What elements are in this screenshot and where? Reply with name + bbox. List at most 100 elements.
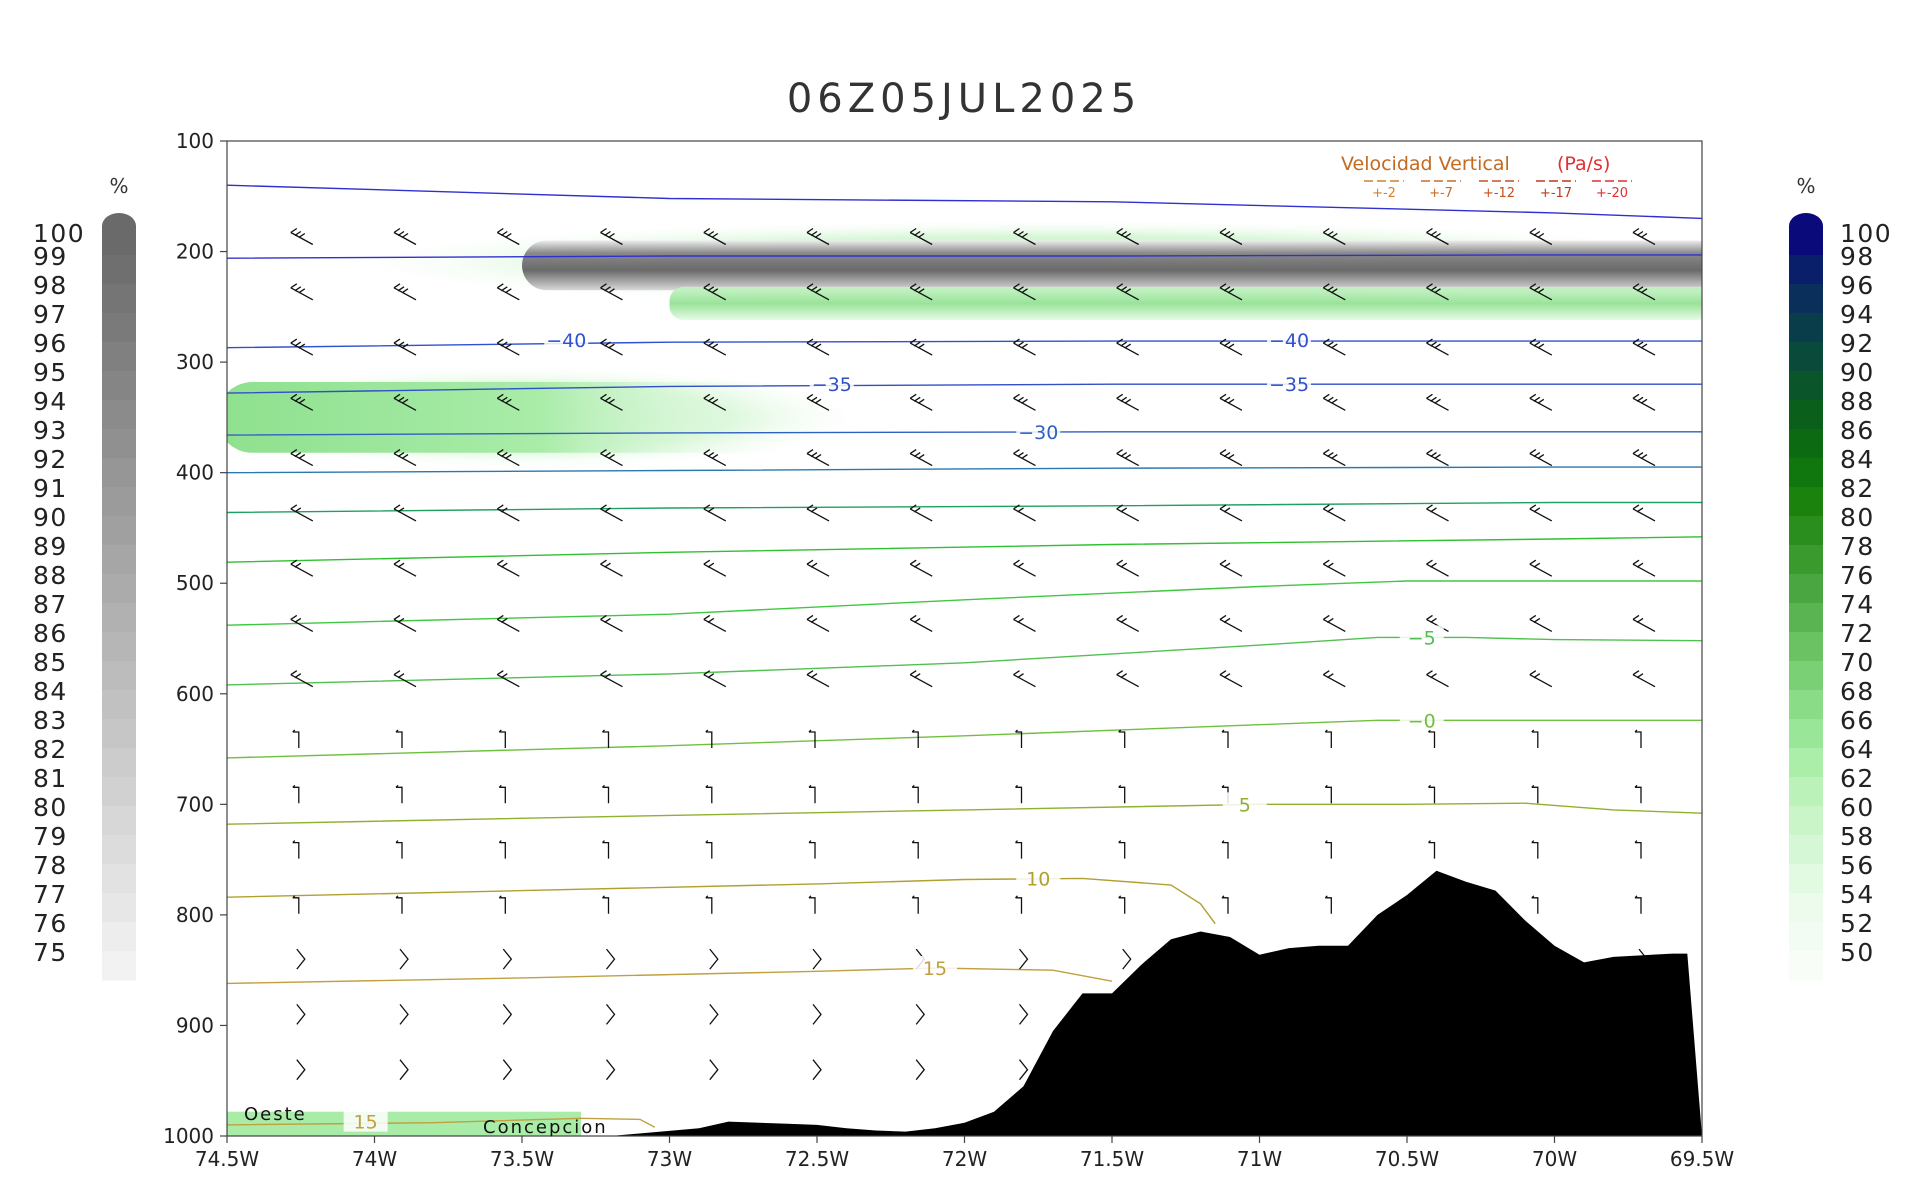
wind-barb: [1426, 227, 1449, 246]
wind-barb: [1632, 393, 1656, 411]
wind-barb-shape: [1632, 504, 1656, 522]
wind-barb: [600, 449, 623, 467]
colorbar-label: 90: [33, 503, 68, 532]
colorbar-cell: [102, 661, 136, 691]
wind-barb: [1426, 670, 1449, 688]
wind-barb-shape: [290, 504, 314, 522]
wind-barb-shape: [1219, 393, 1243, 411]
colorbar-label: 78: [33, 851, 68, 880]
wind-barb-shape: [395, 784, 403, 804]
wind-barb-shape: [496, 614, 520, 632]
annotation-oeste: Oeste: [244, 1104, 307, 1125]
wind-barb-shape: [1426, 227, 1449, 246]
wind-barb-shape: [909, 338, 933, 356]
colorbar-label: 77: [33, 880, 68, 909]
wind-barb: [1221, 895, 1229, 914]
wind-barb: [290, 559, 314, 577]
colorbar-cell: [1789, 400, 1823, 430]
wind-barb: [1116, 283, 1140, 301]
wind-barb-shape: [909, 504, 933, 522]
y-tick-label: 200: [176, 240, 214, 264]
wind-barb: [399, 948, 409, 970]
wind-barb-shape: [1632, 227, 1656, 246]
wind-barb: [1324, 729, 1332, 748]
wind-barb-shape: [1426, 449, 1449, 467]
wind-barb-shape: [502, 1059, 513, 1081]
contour-label: −40: [1269, 330, 1309, 352]
contour-line: [227, 802, 1702, 825]
wind-barb-shape: [496, 227, 520, 246]
colorbar-label: 98: [1840, 242, 1875, 271]
wind-barb-shape: [292, 895, 300, 914]
wind-barb-shape: [498, 840, 506, 859]
wind-barb: [600, 614, 623, 632]
colorbar-cell: [102, 371, 136, 401]
left-colorbar-labels: 1009998979695949392919089888786858483828…: [33, 219, 84, 967]
wind-barb-shape: [496, 504, 520, 522]
wind-barb: [1015, 729, 1023, 748]
wind-barb-shape: [1015, 840, 1023, 859]
colorbar-cell: [102, 777, 136, 807]
wind-barb-shape: [290, 449, 314, 467]
wind-barb: [1529, 283, 1553, 301]
wind-barb-shape: [600, 504, 623, 522]
right-colorbar-unit: %: [1796, 174, 1815, 198]
wind-barb: [808, 840, 816, 859]
x-tick-label: 70W: [1532, 1147, 1577, 1171]
wind-barb: [393, 449, 417, 467]
wind-barb: [1221, 840, 1229, 859]
wind-barb-shape: [909, 227, 933, 246]
wind-barb-shape: [399, 1003, 409, 1025]
wind-barb: [705, 729, 713, 748]
wind-barb-shape: [703, 614, 727, 632]
wind-barb: [605, 948, 616, 970]
wind-barb: [1015, 784, 1023, 804]
wind-barb: [1322, 227, 1346, 246]
wind-barb: [1015, 840, 1023, 859]
wind-barb-shape: [808, 729, 816, 748]
colorbar-cell: [102, 690, 136, 720]
right-colorbar-labels: 1009896949290888684828078767472706866646…: [1840, 219, 1891, 967]
contour-label: −40: [546, 330, 586, 352]
wind-barb-shape: [1018, 1003, 1029, 1025]
wind-barb: [709, 1003, 719, 1025]
colorbar-cell: [102, 284, 136, 314]
colorbar-label: 82: [33, 735, 68, 764]
wind-barb-shape: [909, 449, 933, 467]
wind-barb: [703, 449, 727, 467]
wind-barb: [1013, 504, 1036, 522]
colorbar-cell: [1789, 342, 1823, 372]
colorbar-cell: [1789, 371, 1823, 401]
wind-barb-shape: [909, 670, 933, 688]
wind-barb-shape: [290, 670, 314, 688]
wind-barb-shape: [1219, 559, 1243, 577]
wind-barb-shape: [703, 338, 727, 356]
wind-barb-shape: [1634, 840, 1642, 859]
wind-barb-shape: [1018, 1059, 1029, 1081]
wind-barb: [1531, 840, 1539, 859]
wind-barb: [703, 283, 727, 301]
wind-barb-shape: [1015, 729, 1023, 748]
wind-barb-shape: [703, 283, 727, 301]
wind-barb: [600, 283, 623, 301]
wind-barb: [1529, 670, 1553, 688]
x-tick-label: 73W: [647, 1147, 692, 1171]
wind-barb: [1324, 784, 1332, 804]
wind-barb: [393, 393, 417, 411]
wind-barb-shape: [1221, 840, 1229, 859]
wind-barb: [915, 1003, 926, 1025]
wind-barb: [909, 283, 933, 301]
contour-line: [227, 254, 1702, 259]
wind-barb-shape: [806, 670, 830, 688]
contour-line: [227, 184, 1702, 220]
y-tick-label: 1000: [163, 1124, 214, 1148]
wind-barb: [1634, 895, 1642, 914]
contour-label: −35: [812, 374, 852, 396]
wind-barb: [1015, 895, 1023, 914]
contour-label-bg: [1399, 708, 1444, 731]
wind-barb-shape: [1116, 504, 1140, 522]
colorbar-label: 84: [1840, 445, 1875, 474]
wind-barb-shape: [1324, 895, 1332, 914]
colorbar-cell: [102, 342, 136, 372]
wind-barb-shape: [909, 283, 933, 301]
